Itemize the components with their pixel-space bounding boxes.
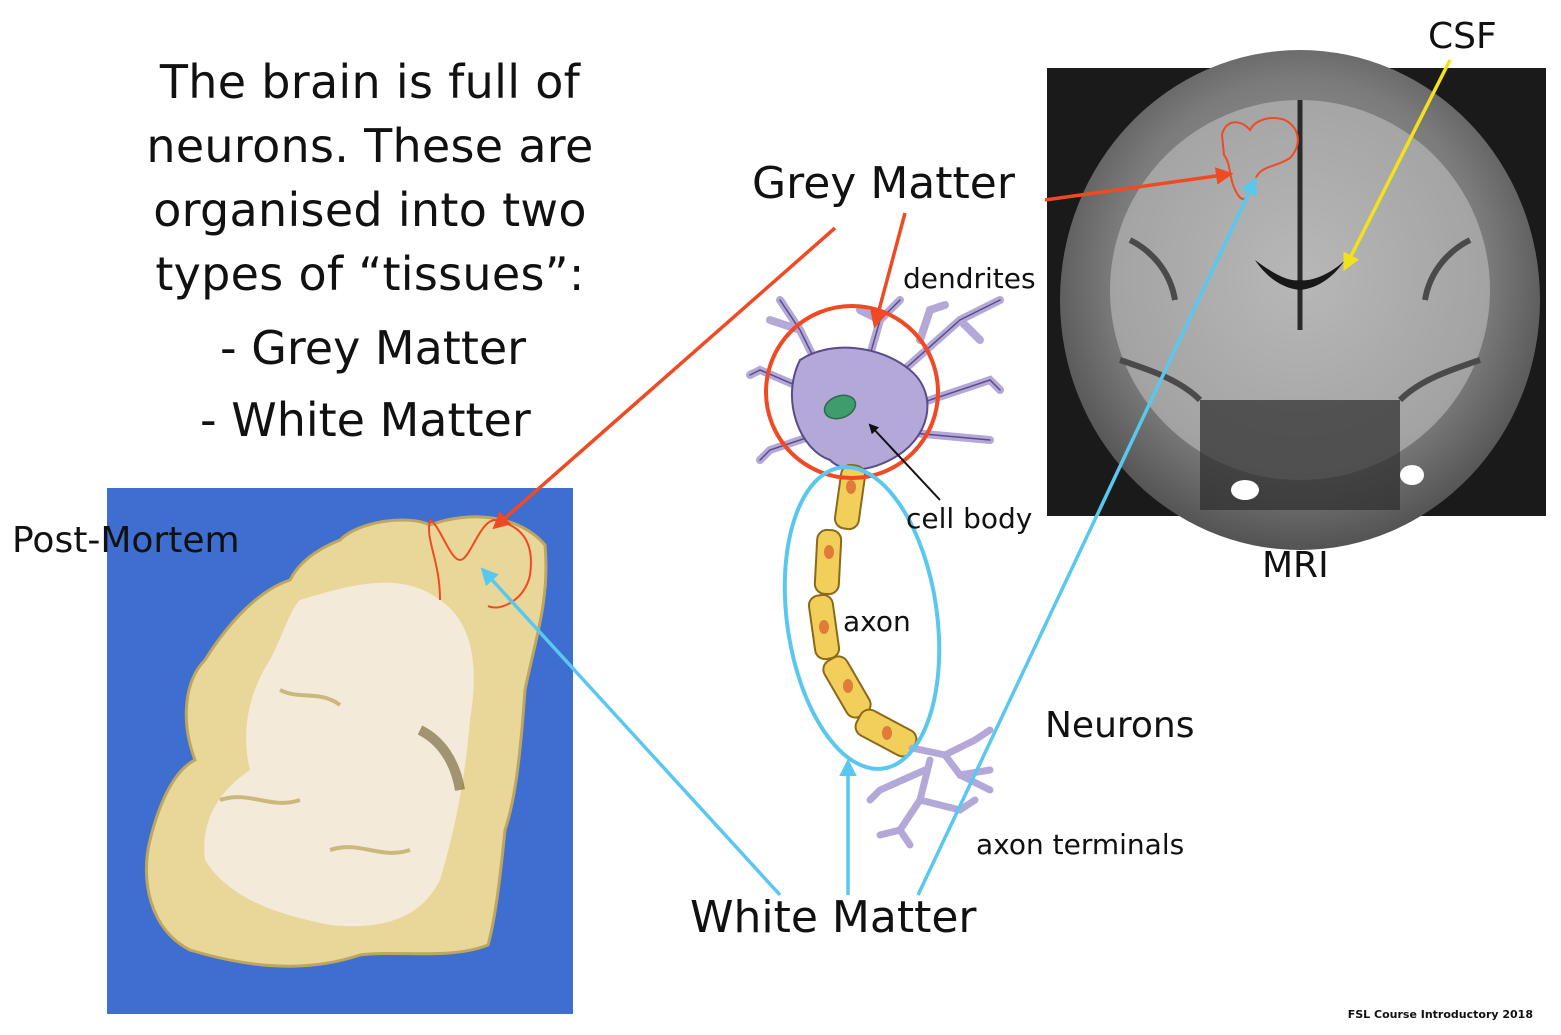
intro-line: The brain is full of <box>159 55 581 109</box>
intro-line: types of “tissues”: <box>155 247 585 301</box>
post-mortem-photo <box>107 488 573 1014</box>
axon-label: axon <box>843 605 911 638</box>
grey-matter-circle <box>764 304 940 480</box>
axon-terminals-label: axon terminals <box>976 828 1185 861</box>
white-matter-ellipse <box>782 465 942 771</box>
bullet-grey-matter: - Grey Matter <box>220 321 527 375</box>
grey-matter-arrow-photo <box>492 226 837 530</box>
neuron-illustration <box>746 296 1004 849</box>
intro-line: neurons. These are <box>146 119 594 173</box>
dendrites-label: dendrites <box>903 262 1036 295</box>
white-matter-label: White Matter <box>690 892 977 943</box>
mri-label: MRI <box>1262 545 1329 586</box>
bullet-white-matter: - White Matter <box>200 393 531 447</box>
neurons-label: Neurons <box>1045 705 1195 746</box>
white-matter-arrow-mri <box>916 176 1257 896</box>
post-mortem-label: Post-Mortem <box>12 520 240 561</box>
mri-scan <box>1047 50 1546 550</box>
cell-body-label: cell body <box>906 502 1033 535</box>
intro-line: organised into two <box>153 183 587 237</box>
intro-text: The brain is full of neurons. These are … <box>95 50 645 306</box>
cell-body-pointer <box>868 423 941 501</box>
footer-credit: FSL Course Introductory 2018 <box>1347 1008 1533 1021</box>
csf-arrow <box>1343 59 1452 272</box>
white-matter-arrow-photo <box>480 567 782 897</box>
grey-matter-arrow-neuron <box>870 212 907 329</box>
tissue-list: - Grey Matter - White Matter <box>200 312 531 456</box>
csf-label: CSF <box>1428 16 1497 57</box>
grey-matter-arrow-mri <box>1044 167 1234 202</box>
grey-matter-label: Grey Matter <box>752 158 1015 209</box>
